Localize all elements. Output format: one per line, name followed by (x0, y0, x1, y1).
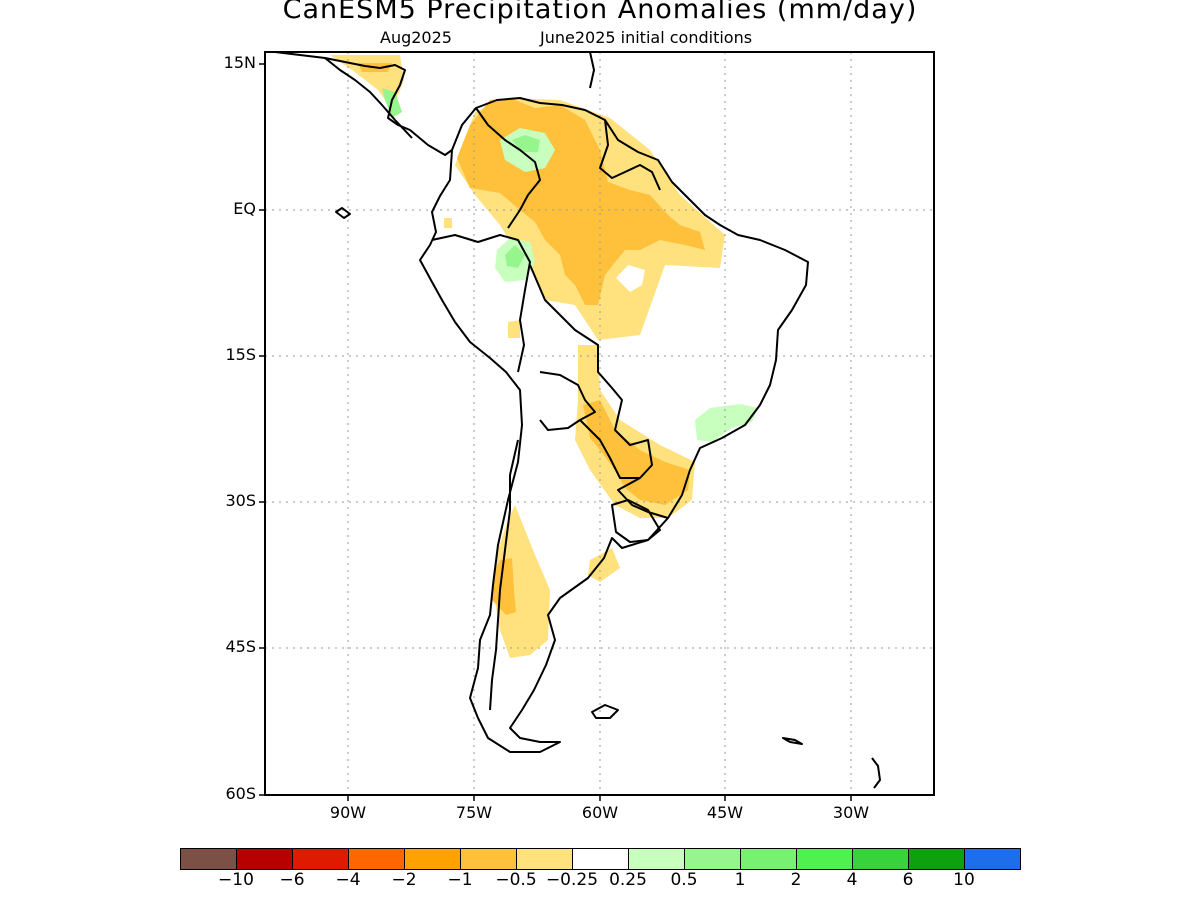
colorbar-swatch (292, 848, 349, 870)
colorbar-swatch (684, 848, 741, 870)
x-tick-45w: 45W (706, 803, 744, 822)
anomaly-ecuador-light (444, 218, 452, 228)
anomaly-venezuela-green-core (512, 135, 540, 152)
x-tick-90w: 90W (329, 803, 367, 822)
anomaly-paraguay-orange (583, 400, 690, 505)
south-america-coastline (419, 97, 809, 753)
south-sandwich (871, 757, 881, 789)
anomaly-andes-light (493, 505, 550, 658)
colorbar-label: −0.5 (495, 870, 537, 890)
x-tick-30w: 30W (832, 803, 870, 822)
x-tick-60w: 60W (581, 803, 619, 822)
colorbar-label: −10 (218, 870, 254, 890)
venezuela-colombia-border (475, 107, 541, 229)
chile-argentina-border (489, 439, 519, 711)
coastlines (274, 52, 881, 789)
y-tick-45s: 45S (225, 637, 256, 656)
colorbar-swatch (460, 848, 517, 870)
colorbar-label: −1 (447, 870, 473, 890)
y-tick-15s: 15S (225, 345, 256, 364)
colorbar-swatch (516, 848, 573, 870)
colorbar-swatch (908, 848, 965, 870)
colorbar-label: 6 (902, 870, 914, 890)
anomaly-chile-andes-orange (492, 558, 516, 615)
colorbar-label: −0.25 (545, 870, 599, 890)
colorbar-swatch (236, 848, 293, 870)
colorbar-swatch (628, 848, 685, 870)
anomaly-peru-light (508, 320, 520, 338)
colorbar-swatch (796, 848, 853, 870)
brazil-west-border (529, 264, 669, 519)
uruguay-border (611, 499, 661, 543)
central-america-pacific-coast (324, 57, 413, 139)
central-america-coastline (274, 52, 453, 156)
falkland-islands (591, 704, 619, 719)
anomaly-southeast-brazil-positive (695, 404, 758, 442)
colorbar-swatch (348, 848, 405, 870)
y-tick-60s: 60S (225, 784, 256, 803)
x-tick-75w: 75W (455, 803, 493, 822)
anomaly-brazil-interior-positive (616, 265, 645, 292)
bolivia-paraguay-border (539, 371, 596, 431)
colorbar-label: 10 (953, 870, 975, 890)
paraguay-argentina-border (579, 419, 640, 479)
colorbar-label: 4 (846, 870, 858, 890)
colorbar-label: 1 (734, 870, 746, 890)
colorbar-label: −2 (391, 870, 417, 890)
south-georgia (782, 737, 803, 745)
colorbar-label: −4 (335, 870, 361, 890)
caribbean-island-1 (589, 52, 595, 89)
galapagos (335, 207, 351, 219)
colorbar-label: −6 (279, 870, 305, 890)
gridlines (265, 52, 934, 795)
y-tick-15n: 15N (223, 53, 256, 72)
colorbar-label: 0.25 (609, 870, 647, 890)
colorbar-swatch (740, 848, 797, 870)
anomaly-argentina-light (588, 548, 620, 582)
anomaly-colombia-green-core (505, 245, 525, 268)
colorbar-label: 0.5 (670, 870, 698, 890)
y-tick-30s: 30S (225, 491, 256, 510)
colorbar-swatch (404, 848, 461, 870)
y-tick-eq: EQ (233, 199, 256, 218)
colorbar-swatch (852, 848, 909, 870)
colorbar-label: 2 (790, 870, 802, 890)
colorbar-swatch (572, 848, 629, 870)
map-title: CanESM5 Precipitation Anomalies (mm/day) (282, 0, 918, 25)
guianas-border (599, 119, 661, 191)
axis-ticks (259, 63, 852, 801)
initial-conditions-label: June2025 initial conditions (540, 28, 753, 47)
peru-border (431, 234, 531, 373)
colorbar-swatch (180, 848, 237, 870)
colorbar-swatch (964, 848, 1021, 870)
valid-month-label: Aug2025 (380, 28, 452, 47)
